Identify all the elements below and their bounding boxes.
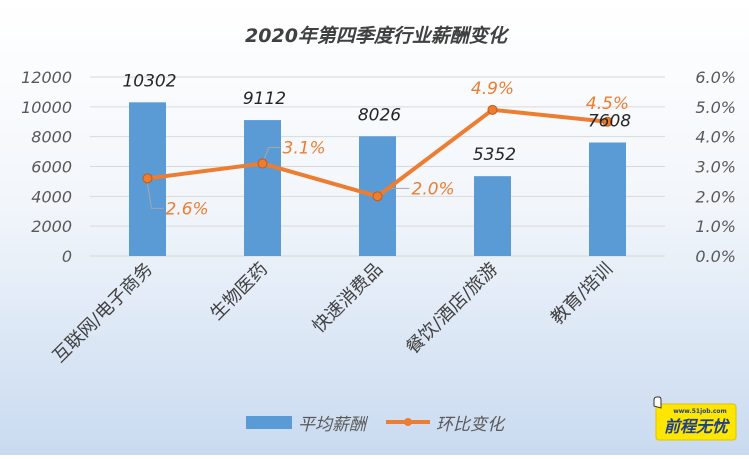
x-category-label: 教育/培训 [547,259,617,329]
y-left-tick-label: 2000 [31,217,72,236]
line-data-label: 4.5% [586,94,629,114]
legend-line-marker [404,418,412,426]
y-right-tick-label: 3.0% [695,158,736,177]
bar [474,176,511,256]
y-left-tick-label: 8000 [31,128,72,147]
chart-title: 2020年第四季度行业薪酬变化 [245,25,510,47]
y-right-tick-label: 0.0% [695,247,736,266]
line-series [142,104,613,202]
logo-url: www.51job.com [673,408,727,415]
y-left-tick-label: 6000 [31,158,72,177]
hand-cursor-icon [653,396,662,409]
x-category-label: 互联网/电子商务 [49,259,157,367]
bar-data-label: 8026 [358,105,401,125]
legend-bar-label: 平均薪酬 [298,415,369,435]
y-left-tick-label: 0 [62,247,72,266]
bar-series [129,102,626,257]
y-right-tick-label: 1.0% [695,217,736,236]
bar-data-label: 5352 [473,145,516,165]
line-marker [602,116,613,127]
line-data-label: 3.1% [283,139,326,159]
y-right-tick-label: 6.0% [695,68,736,87]
data-labels: 10302 9112 8026 5352 7608 2.6% 3.1% 2.0% 4.9% 4.5… [122,71,631,219]
line-marker [372,191,383,202]
legend-line-label: 环比变化 [436,415,506,435]
y-right-tick-label: 2.0% [695,187,736,206]
line-marker [142,173,153,184]
y-left-tick-label: 10000 [21,98,72,117]
line-data-label: 2.0% [412,179,455,199]
line-marker [257,158,268,169]
legend: 平均薪酬 环比变化 [246,415,506,435]
bar-data-label: 10302 [122,71,176,91]
y-right-tick-label: 5.0% [695,98,736,117]
bar [244,120,281,256]
x-category-label: 餐饮/酒店/旅游 [402,259,502,359]
line-data-label: 2.6% [166,199,209,219]
bar-data-label: 9112 [243,89,286,109]
logo-text: 前程无忧 [664,417,731,436]
y-left-tick-label: 12000 [21,68,72,87]
label-leader-line [147,183,164,209]
bar-data-label: 7608 [588,112,631,132]
x-category-label: 快速消费品 [309,259,387,337]
y-right-tick-label: 4.0% [695,128,736,147]
line-marker [487,104,498,115]
label-leader-line [264,147,281,159]
logo: www.51job.com 前程无忧 [653,396,737,441]
y-left-tick-label: 4000 [31,187,72,206]
bar [589,142,626,256]
line-data-label: 4.9% [471,79,514,99]
x-category-label: 生物医药 [206,259,272,325]
legend-bar-swatch [246,416,292,429]
logo-badge [655,403,737,441]
